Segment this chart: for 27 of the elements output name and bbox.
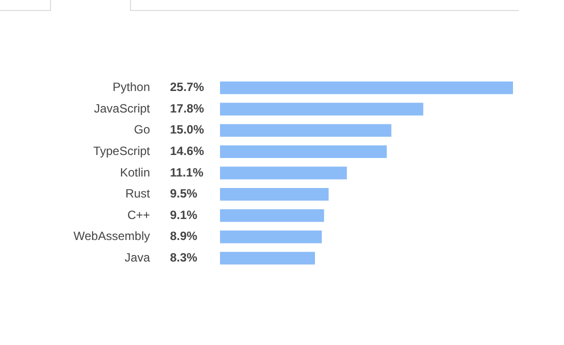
bar [220,166,347,180]
y-tick-label: Python [112,80,150,94]
y-tick-label: Kotlin [120,165,150,180]
bar [220,145,387,158]
bar [220,124,392,137]
data-label: 8.9% [170,229,198,244]
data-label: 9.5% [170,186,198,201]
bar [220,82,513,94]
y-tick-label: C++ [127,208,150,222]
y-tick-label: Go [134,122,150,137]
y-tick-label: WebAssembly [74,229,150,244]
y-tick-label: TypeScript [93,144,151,158]
data-label: 14.6% [170,144,204,158]
bar [220,188,329,201]
data-label: 11.1% [170,165,204,180]
y-tick-label: JavaScript [94,101,151,116]
data-label: 8.3% [170,250,198,264]
bar [220,209,324,222]
data-label: 25.7% [170,80,204,94]
y-tick-label: Rust [125,186,151,201]
y-tick-label: Java [124,250,150,264]
data-label: 15.0% [170,122,204,137]
data-label: 9.1% [170,208,198,222]
bar [220,102,424,116]
bar [220,252,315,264]
data-label: 17.8% [170,101,204,116]
bar [220,230,322,244]
